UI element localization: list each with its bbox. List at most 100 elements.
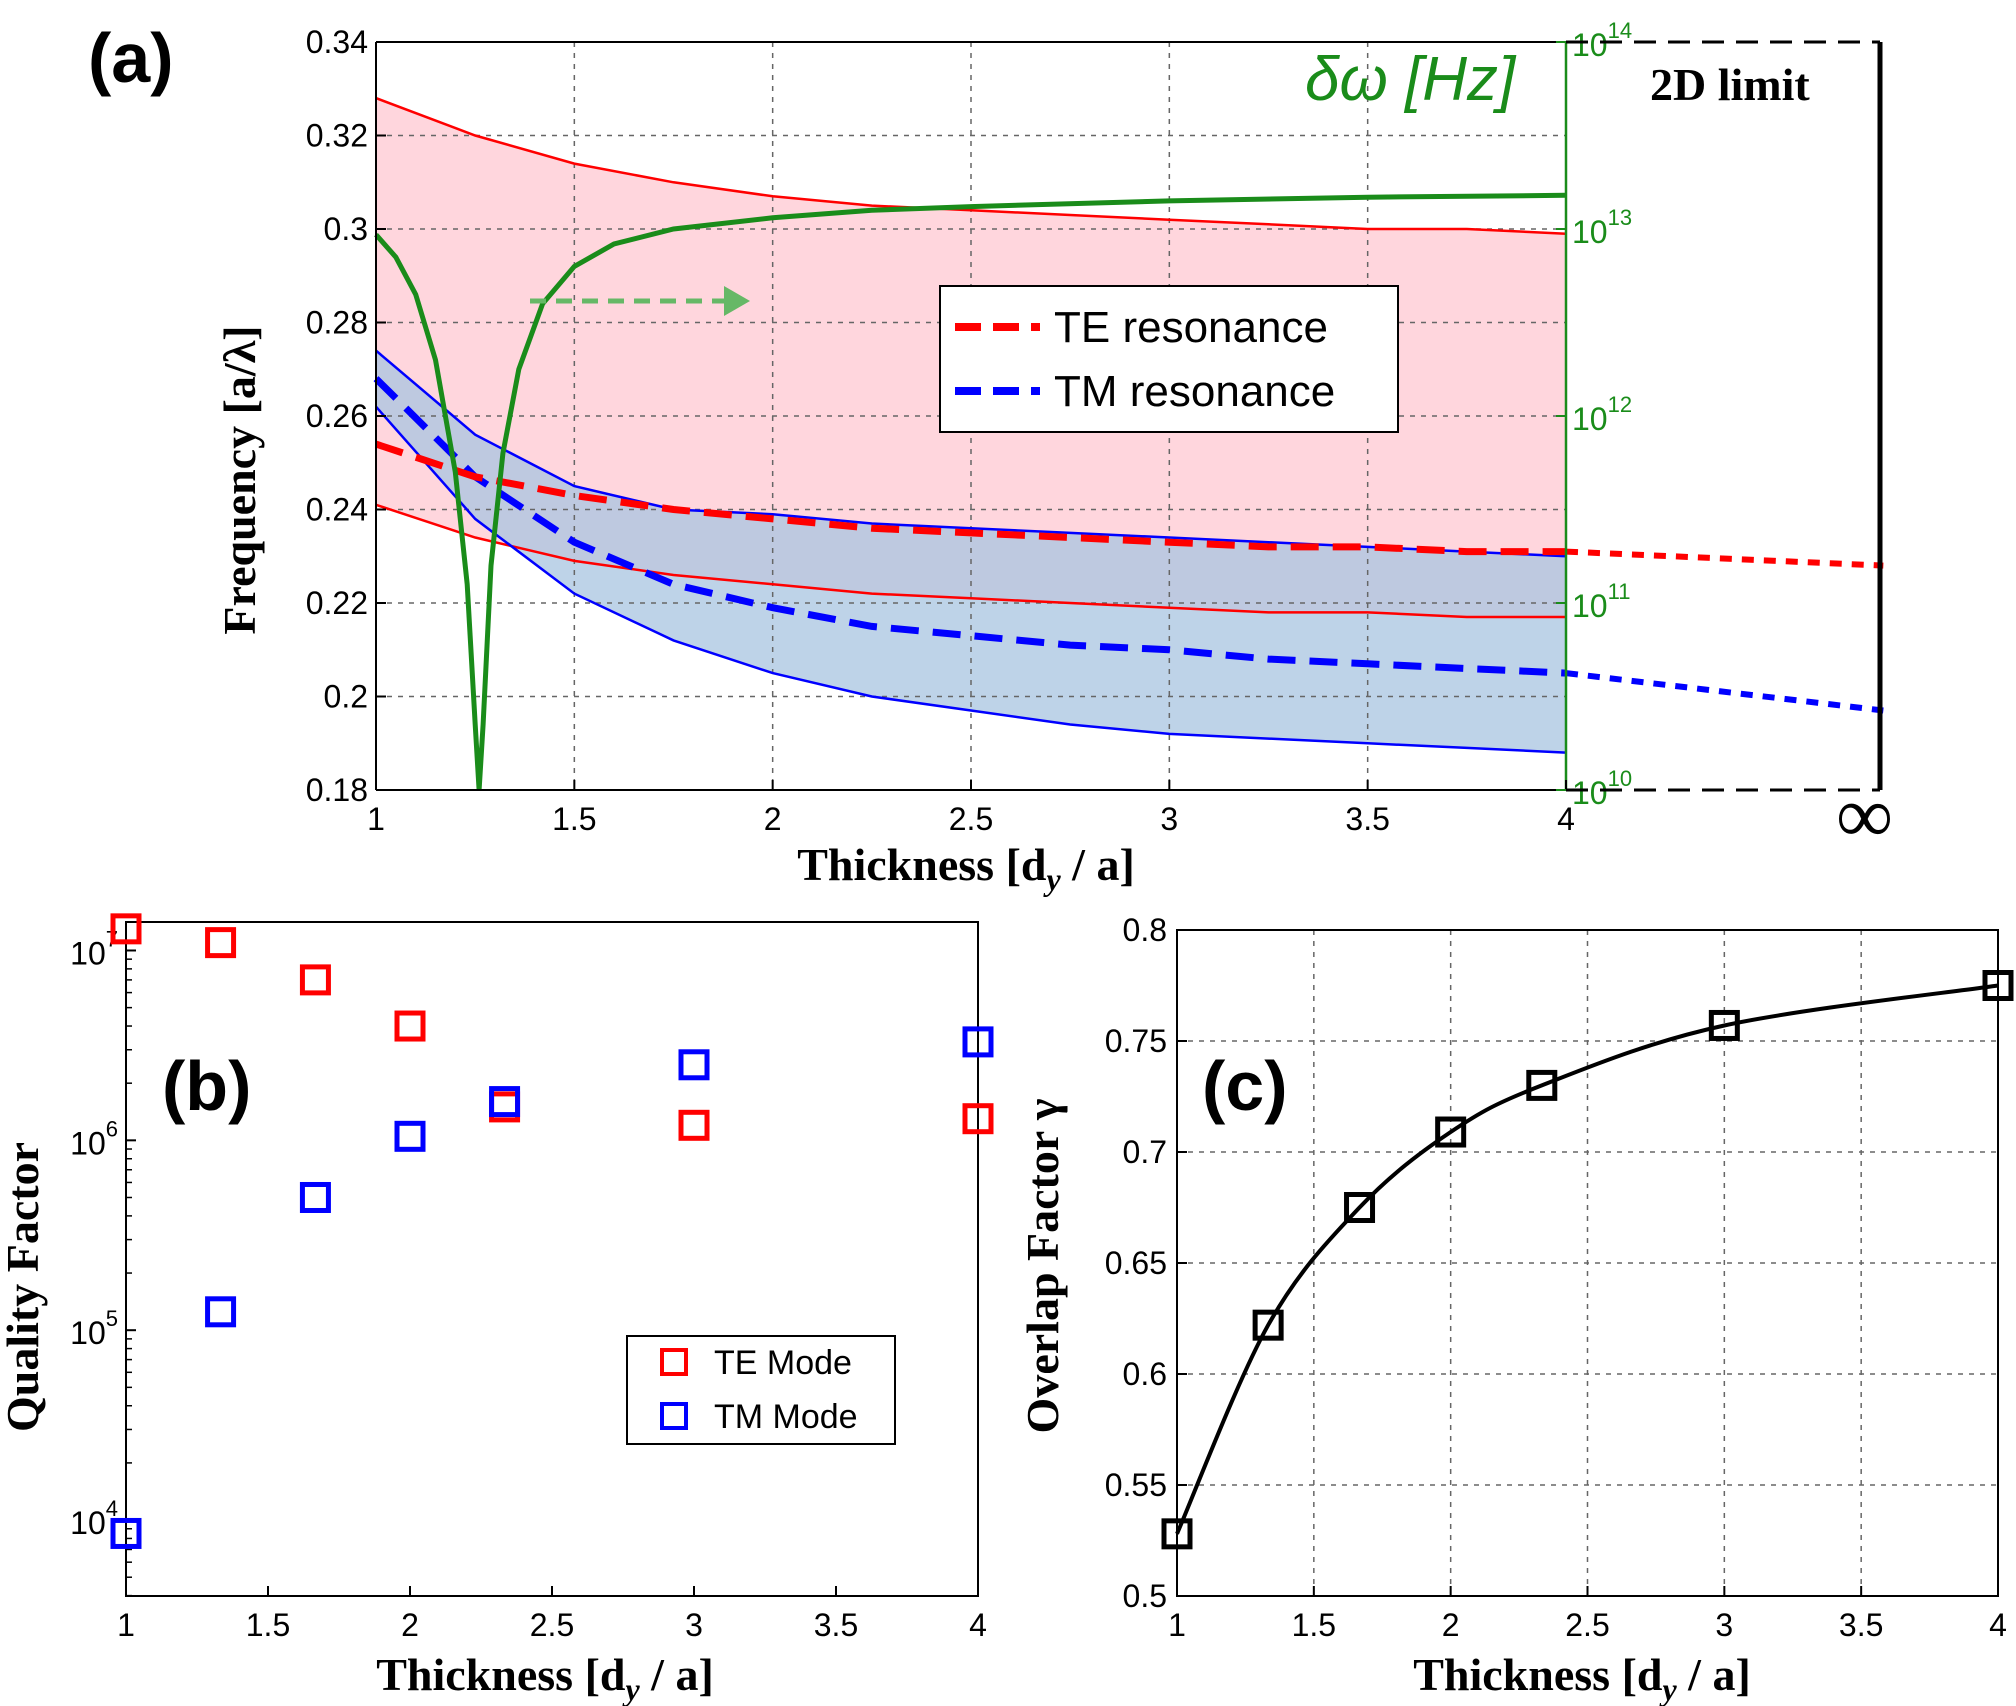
y2-tick-exp: 12 (1608, 392, 1632, 417)
overlap-factor-marker (1708, 1009, 1740, 1041)
x-axis-label-a: Thickness [dy / a] (797, 839, 1135, 897)
y2-tick-exp: 13 (1608, 205, 1632, 230)
y-tick-label-a: 0.22 (306, 585, 368, 621)
panel-c: 1 1.5 2 2.5 3 3.5 4 0.5 0.55 0.6 0.65 0.7 0.75 0.8 (c… (1017, 912, 2014, 1706)
y-tick-base: 10 (70, 1125, 106, 1161)
y2-tick-label-a: 1011 (1572, 579, 1630, 624)
y-tick-label-a: 0.24 (306, 492, 368, 528)
y-tick-label-a: 0.34 (306, 24, 368, 60)
tm-resonance-line (373, 376, 1567, 677)
y-tick-label-a: 0.26 (306, 398, 368, 434)
y-tick-label-a: 0.2 (324, 679, 368, 715)
y-tick-label-b: 106 (70, 1116, 118, 1161)
tm-extrapolation-line (1565, 670, 1884, 714)
x-tick-label-b: 2.5 (530, 1607, 574, 1643)
y-axis-label-b: Quality Factor (0, 1142, 48, 1432)
legend-b-tm-swatch (660, 1402, 688, 1430)
limit-label: 2D limit (1650, 59, 1810, 110)
y2-tick-exp: 14 (1608, 18, 1632, 43)
legend-a-te-label: TE resonance (1054, 303, 1328, 352)
tm-mode-marker (205, 1296, 237, 1328)
te-mode-marker (110, 913, 142, 945)
series-lines-a (373, 96, 1884, 791)
x-tick-label-b: 3.5 (814, 1607, 858, 1643)
x-axis-label-a-sub: y (1042, 861, 1061, 897)
x-tick-label-a: 4 (1557, 801, 1575, 837)
x-axis-label-c-tail: / a] (1677, 1649, 1751, 1700)
panel-a: 1 1.5 2 2.5 3 3.5 4 0.18 0.2 0.22 0.24 0.26 0.28 0.3 0… (88, 18, 1893, 897)
infinity-symbol: ∞ (1836, 772, 1893, 860)
y2-tick-label-a: 1013 (1572, 205, 1632, 250)
legend-b: TE Mode TM Mode (626, 1335, 896, 1445)
legend-b-te-label: TE Mode (714, 1344, 852, 1382)
x-axis-label-c: Thickness [dy / a] (1413, 1649, 1751, 1706)
y-tick-exp: 4 (106, 1496, 118, 1521)
y-tick-label-a: 0.18 (306, 772, 368, 808)
y-tick-exp: 6 (106, 1116, 118, 1141)
overlap-factor-marker (1526, 1069, 1558, 1101)
y-tick-exp: 5 (106, 1306, 118, 1331)
y-tick-label-c: 0.5 (1123, 1578, 1167, 1614)
y-tick-label-c: 0.65 (1105, 1245, 1167, 1281)
x-axis-label-a-text: Thickness [d (797, 839, 1047, 890)
x-tick-label-a: 3 (1160, 801, 1178, 837)
y2-tick-base: 10 (1572, 214, 1608, 250)
x-axis-label-a-tail: / a] (1061, 839, 1135, 890)
panel-c-label: (c) (1202, 1047, 1288, 1125)
x-axis-label-b-sub: y (621, 1671, 640, 1706)
x-tick-label-b: 1.5 (246, 1607, 290, 1643)
overlap-factor-marker (1252, 1309, 1284, 1341)
legend-b-tm-label: TM Mode (714, 1398, 858, 1436)
y-tick-base: 10 (70, 1505, 106, 1541)
y-tick-label-a: 0.3 (324, 211, 368, 247)
markers-b (110, 913, 994, 1549)
tm-mode-marker (489, 1086, 521, 1118)
x-tick-label-b: 4 (969, 1607, 987, 1643)
grid-c (1177, 930, 1998, 1596)
tm-mode-marker (110, 1517, 142, 1549)
overlap-factor-marker (1344, 1192, 1376, 1223)
y-tick-label-c: 0.55 (1105, 1467, 1167, 1503)
te-mode-marker (299, 964, 331, 996)
x-axis-label-c-text: Thickness [d (1413, 1649, 1663, 1700)
x-tick-label-b: 2 (401, 1607, 419, 1643)
x-tick-label-c: 1.5 (1292, 1607, 1336, 1643)
legend-a-tm-label: TM resonance (1054, 367, 1335, 416)
x-tick-label-c: 3 (1715, 1607, 1733, 1643)
plot-frame-b (125, 921, 979, 1597)
y-axis-label-c: Overlap Factor γ (1017, 1099, 1068, 1434)
tm-mode-marker (394, 1120, 426, 1152)
x-tick-label-b: 1 (117, 1607, 135, 1643)
x-tick-label-a: 2 (764, 801, 782, 837)
y-tick-base: 10 (70, 1315, 106, 1351)
x-tick-label-c: 4 (1989, 1607, 2007, 1643)
te-mode-marker (394, 1010, 426, 1042)
legend-a: TE resonance TM resonance (939, 285, 1399, 433)
y2-tick-label-a: 1014 (1572, 18, 1632, 63)
x-tick-label-c: 1 (1168, 1607, 1186, 1643)
y2-tick-label-a: 1012 (1572, 392, 1632, 437)
te-band-upper (375, 96, 1567, 235)
y-axis-label-a: Frequency [a/λ] (214, 325, 265, 634)
y2-tick-base: 10 (1572, 401, 1608, 437)
y-tick-label-c: 0.8 (1123, 912, 1167, 948)
ticks-a: 1 1.5 2 2.5 3 3.5 4 0.18 0.2 0.22 0.24 0.26 0.28 0.3 0… (306, 18, 1632, 837)
x-tick-label-a: 1.5 (552, 801, 596, 837)
y-tick-label-c: 0.75 (1105, 1023, 1167, 1059)
y2-tick-exp: 10 (1608, 766, 1632, 791)
x-tick-label-a: 1 (367, 801, 385, 837)
tm-mode-marker (962, 1026, 994, 1058)
overlap-factor-marker (1435, 1116, 1467, 1148)
y2-tick-base: 10 (1572, 27, 1608, 63)
y2-tick-base: 10 (1572, 588, 1608, 624)
ticks-c: 1 1.5 2 2.5 3 3.5 4 0.5 0.55 0.6 0.65 0.7 0.75 0.8 (1105, 912, 2007, 1643)
axes-b (125, 921, 979, 1597)
tm-mode-marker (678, 1049, 710, 1081)
te-mode-marker (678, 1109, 710, 1141)
y-tick-label-b: 105 (70, 1306, 118, 1351)
x-axis-label-b: Thickness [dy / a] (376, 1649, 714, 1706)
legend-a-box (939, 285, 1399, 433)
